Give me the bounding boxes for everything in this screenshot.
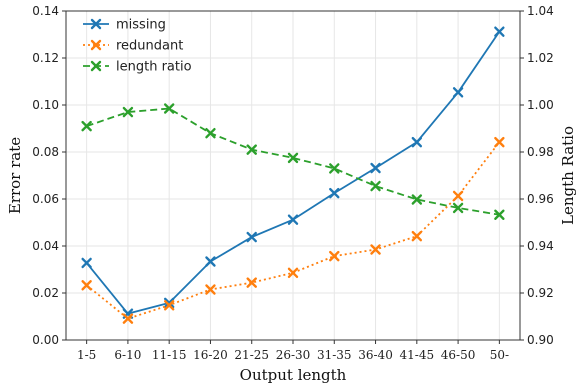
data-point-missing <box>411 136 423 148</box>
data-point-length-ratio <box>287 152 299 164</box>
data-point-redundant <box>205 284 216 295</box>
x-tick-label: 21-25 <box>234 348 269 362</box>
x-tick-label: 41-45 <box>400 348 435 362</box>
x-tick-label: 26-30 <box>276 348 311 362</box>
legend-label-redundant: redundant <box>116 39 183 54</box>
data-point-missing <box>287 214 299 225</box>
x-axis-label: Output length <box>240 366 347 383</box>
y-tick-label: 0.14 <box>32 4 59 18</box>
x-tick-label: 1-5 <box>77 348 96 362</box>
data-point-redundant <box>452 190 464 202</box>
data-point-length-ratio <box>452 202 464 214</box>
data-point-missing <box>452 87 464 98</box>
data-point-redundant <box>370 244 381 255</box>
y-tick-label: 0.10 <box>32 98 59 112</box>
y-right-tick-label: 0.96 <box>527 192 554 206</box>
legend-marker-missing <box>90 18 102 30</box>
legend-marker-length-ratio <box>90 60 102 72</box>
x-tick-label: 11-15 <box>152 348 187 362</box>
y-right-tick-label: 0.94 <box>527 239 554 253</box>
x-tick-label: 36-40 <box>358 348 393 362</box>
x-tick-label: 46-50 <box>441 348 476 362</box>
data-point-missing <box>329 187 340 199</box>
y-axis-label: Error rate <box>6 137 24 214</box>
data-point-length-ratio <box>370 180 381 192</box>
y-tick-label: 0.08 <box>32 145 59 159</box>
y-right-tick-label: 1.04 <box>527 4 554 18</box>
data-point-redundant <box>287 267 299 278</box>
legend-label-missing: missing <box>116 18 166 33</box>
y-tick-label: 0.02 <box>32 286 59 300</box>
y-right-tick-label: 0.92 <box>527 286 554 300</box>
data-point-length-ratio <box>205 127 216 139</box>
data-point-redundant <box>81 280 92 291</box>
y-tick-label: 0.00 <box>32 333 59 347</box>
data-point-missing <box>163 297 175 309</box>
legend: missing redundant length ratio <box>83 18 192 75</box>
data-point-missing <box>246 231 257 243</box>
data-point-redundant <box>246 277 257 288</box>
data-point-length-ratio <box>411 194 423 205</box>
data-point-redundant <box>329 250 340 262</box>
x-tick-label: 50- <box>490 348 509 362</box>
y-tick-label: 0.06 <box>32 192 59 206</box>
x-tick-label: 16-20 <box>193 348 228 362</box>
y-right-tick-label: 1.00 <box>527 98 554 112</box>
legend-marker-redundant <box>90 39 102 51</box>
data-point-redundant <box>122 313 134 324</box>
data-point-redundant <box>411 230 423 242</box>
data-point-length-ratio <box>122 106 134 118</box>
y-tick-label: 0.12 <box>32 51 59 65</box>
series-line-length-ratio <box>86 107 500 216</box>
legend-label-length-ratio: length ratio <box>116 60 192 75</box>
data-point-missing <box>370 162 381 174</box>
x-tick-label: 31-35 <box>317 348 352 362</box>
y-right-tick-label: 1.02 <box>527 51 554 65</box>
data-point-missing <box>81 257 92 269</box>
y-right-tick-label: 0.90 <box>527 333 554 347</box>
data-point-missing <box>205 256 216 267</box>
data-point-missing <box>494 26 505 37</box>
data-point-length-ratio <box>163 103 175 114</box>
x-tick-label: 6-10 <box>114 348 141 362</box>
data-point-length-ratio <box>246 144 257 155</box>
data-point-redundant <box>163 300 175 311</box>
y-right-tick-label: 0.98 <box>527 145 554 159</box>
y-tick-label: 0.04 <box>32 239 59 253</box>
y-axis-right: 0.90 0.92 0.94 0.96 0.98 1.00 1.02 1.04 <box>520 4 554 347</box>
x-axis: 1-5 6-10 11-15 16-20 21-25 26-30 31-35 36-40 41-… <box>77 340 509 362</box>
data-point-length-ratio <box>81 120 92 132</box>
data-point-length-ratio <box>494 209 505 220</box>
data-point-length-ratio <box>329 163 340 174</box>
data-point-redundant <box>494 136 505 148</box>
grid <box>66 10 520 341</box>
y-axis-label-right: Length Ratio <box>559 126 577 225</box>
series-layer <box>81 26 505 324</box>
y-axis-left: 0.00 0.02 0.04 0.06 0.08 0.10 0.12 0.14 <box>32 4 66 347</box>
